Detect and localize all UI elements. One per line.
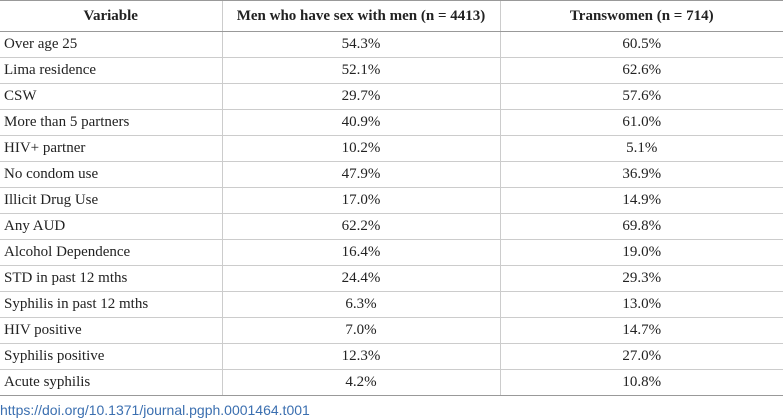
table-body: Over age 25 54.3% 60.5% Lima residence 52.1%… xyxy=(0,31,783,396)
cell: 19.0% xyxy=(499,239,783,266)
cell: 7.0% xyxy=(221,317,500,344)
table-header: Variable Men who have sex with men (n = 4… xyxy=(0,0,783,32)
table-row: Any AUD 62.2% 69.8% xyxy=(0,213,783,240)
row-label: Syphilis in past 12 mths xyxy=(0,291,222,318)
cell: 36.9% xyxy=(499,161,783,188)
table-row: HIV+ partner 10.2% 5.1% xyxy=(0,135,783,162)
table-row: Illicit Drug Use 17.0% 14.9% xyxy=(0,187,783,214)
row-label: Illicit Drug Use xyxy=(0,187,222,214)
doi-link[interactable]: https://doi.org/10.1371/journal.pgph.000… xyxy=(0,402,310,418)
row-label: More than 5 partners xyxy=(0,109,222,136)
cell: 54.3% xyxy=(221,31,500,58)
table-row: No condom use 47.9% 36.9% xyxy=(0,161,783,188)
cell: 40.9% xyxy=(221,109,500,136)
row-label: HIV positive xyxy=(0,317,222,344)
table-row: Acute syphilis 4.2% 10.8% xyxy=(0,369,783,396)
data-table: Variable Men who have sex with men (n = 4… xyxy=(0,0,783,396)
table-row: STD in past 12 mths 24.4% 29.3% xyxy=(0,265,783,292)
cell: 14.7% xyxy=(499,317,783,344)
row-label: Any AUD xyxy=(0,213,222,240)
cell: 5.1% xyxy=(499,135,783,162)
cell: 10.8% xyxy=(499,369,783,396)
header-cell: Transwomen (n = 714) xyxy=(499,0,783,32)
row-label: No condom use xyxy=(0,161,222,188)
cell: 61.0% xyxy=(499,109,783,136)
cell: 10.2% xyxy=(221,135,500,162)
row-label: CSW xyxy=(0,83,222,110)
cell: 16.4% xyxy=(221,239,500,266)
table-row: Syphilis positive 12.3% 27.0% xyxy=(0,343,783,370)
row-label: Over age 25 xyxy=(0,31,222,58)
table-row: CSW 29.7% 57.6% xyxy=(0,83,783,110)
row-label: Alcohol Dependence xyxy=(0,239,222,266)
cell: 47.9% xyxy=(221,161,500,188)
cell: 52.1% xyxy=(221,57,500,84)
table-row: Alcohol Dependence 16.4% 19.0% xyxy=(0,239,783,266)
row-label: Syphilis positive xyxy=(0,343,222,370)
cell: 4.2% xyxy=(221,369,500,396)
table-row: More than 5 partners 40.9% 61.0% xyxy=(0,109,783,136)
header-cell: Variable xyxy=(0,0,222,32)
header-cell: Men who have sex with men (n = 4413) xyxy=(221,0,500,32)
row-label: HIV+ partner xyxy=(0,135,222,162)
cell: 57.6% xyxy=(499,83,783,110)
cell: 29.3% xyxy=(499,265,783,292)
cell: 14.9% xyxy=(499,187,783,214)
cell: 13.0% xyxy=(499,291,783,318)
cell: 60.5% xyxy=(499,31,783,58)
cell: 69.8% xyxy=(499,213,783,240)
row-label: Lima residence xyxy=(0,57,222,84)
cell: 12.3% xyxy=(221,343,500,370)
cell: 6.3% xyxy=(221,291,500,318)
cell: 62.2% xyxy=(221,213,500,240)
row-label: Acute syphilis xyxy=(0,369,222,396)
cell: 29.7% xyxy=(221,83,500,110)
table-row: HIV positive 7.0% 14.7% xyxy=(0,317,783,344)
header-row: Variable Men who have sex with men (n = 4… xyxy=(0,0,783,32)
table-row: Syphilis in past 12 mths 6.3% 13.0% xyxy=(0,291,783,318)
cell: 17.0% xyxy=(221,187,500,214)
cell: 27.0% xyxy=(499,343,783,370)
table-row: Over age 25 54.3% 60.5% xyxy=(0,31,783,58)
cell: 24.4% xyxy=(221,265,500,292)
row-label: STD in past 12 mths xyxy=(0,265,222,292)
cell: 62.6% xyxy=(499,57,783,84)
table-row: Lima residence 52.1% 62.6% xyxy=(0,57,783,84)
